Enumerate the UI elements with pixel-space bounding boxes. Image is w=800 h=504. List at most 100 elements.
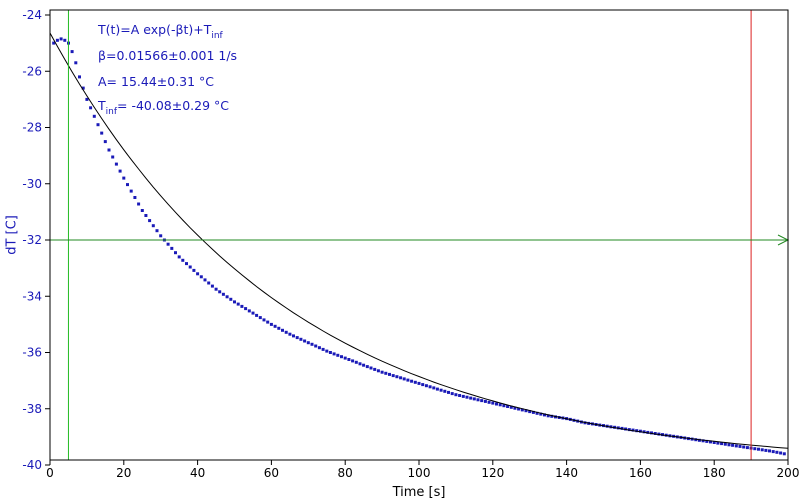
data-point [159,234,163,238]
data-point [454,393,458,397]
data-point [96,123,100,127]
data-point [55,38,59,42]
x-tick-label: 100 [408,466,431,480]
data-point [236,302,240,306]
x-tick-label: 0 [46,466,54,480]
data-point [140,209,144,212]
data-point [317,346,321,350]
data-point [509,405,513,409]
data-point [424,384,428,388]
data-point [524,409,528,413]
data-point [122,176,126,180]
data-point [406,378,410,382]
data-point [428,385,432,389]
data-point [155,229,159,233]
data-point [347,358,351,361]
x-tick-label: 140 [555,466,578,480]
data-point [336,353,340,357]
fit-formula: T(t)=A exp(-βt)+Tinf [97,22,224,41]
y-tick-label: -32 [22,233,42,247]
data-point [221,292,225,296]
data-point [144,214,148,217]
data-point [74,61,78,65]
x-tick-label: 40 [190,466,205,480]
fit-tinf-main: T [97,98,106,113]
data-point [461,394,465,398]
data-point [85,97,89,101]
data-point [388,372,391,376]
data-point [288,332,292,336]
data-point [779,451,783,455]
data-point [495,402,498,406]
data-point [399,376,403,380]
data-point [170,246,174,250]
data-point [247,309,251,313]
fit-annotation: T(t)=A exp(-βt)+Tinf β=0.01566±0.001 1/s… [97,22,237,117]
data-point [413,380,417,384]
data-point [697,438,701,442]
data-point [435,387,439,391]
x-tick-label: 120 [481,466,504,480]
data-point [207,281,211,285]
data-point [753,447,757,451]
data-point [199,275,203,279]
data-point [520,408,524,412]
data-point [332,352,336,356]
data-point [502,404,506,408]
data-point [303,339,307,343]
data-point [107,148,111,152]
x-tick-label: 200 [777,466,800,480]
data-point [550,414,554,418]
y-tick-label: -36 [22,346,42,360]
data-point [218,290,222,294]
x-tick-label: 80 [338,466,353,480]
data-point [310,342,314,346]
data-point [255,313,259,317]
data-point [196,272,200,276]
data-point [70,50,74,54]
data-point [203,278,207,282]
data-point [59,37,63,41]
data-point [402,377,406,381]
data-point [631,428,635,432]
data-point [760,448,764,452]
data-point [137,202,141,206]
data-point [151,224,155,228]
axis-labels-layer: Time [s] dT [C] [5,215,446,500]
data-point [768,449,771,453]
data-point [214,287,218,291]
y-tick-label: -26 [22,64,42,78]
data-point [192,268,196,272]
data-point [89,106,93,110]
data-point [650,431,653,435]
data-point [373,367,377,371]
data-point [148,219,152,223]
data-point [391,374,395,378]
fit-formula-main: T(t)=A exp(-βt)+T [97,22,212,37]
data-point [491,401,495,405]
data-point [539,412,543,416]
data-point [262,318,266,322]
y-tick-label: -40 [22,458,42,472]
data-point [421,383,425,387]
data-point [380,370,384,374]
data-point [439,388,443,392]
data-point [292,334,295,338]
data-point [620,426,624,430]
data-point [306,341,310,345]
data-point [764,448,768,452]
data-point [727,443,731,447]
x-tick-label: 180 [703,466,726,480]
data-point [738,444,742,448]
data-point [188,265,192,269]
y-tick-label: -34 [22,289,42,303]
fit-formula-subscript: inf [211,31,223,41]
data-point [92,114,96,118]
data-point [376,369,380,373]
data-point [701,439,705,443]
data-point [712,441,716,444]
data-point [177,255,181,259]
data-point [723,442,727,446]
data-point [273,324,277,328]
data-point [225,295,229,299]
